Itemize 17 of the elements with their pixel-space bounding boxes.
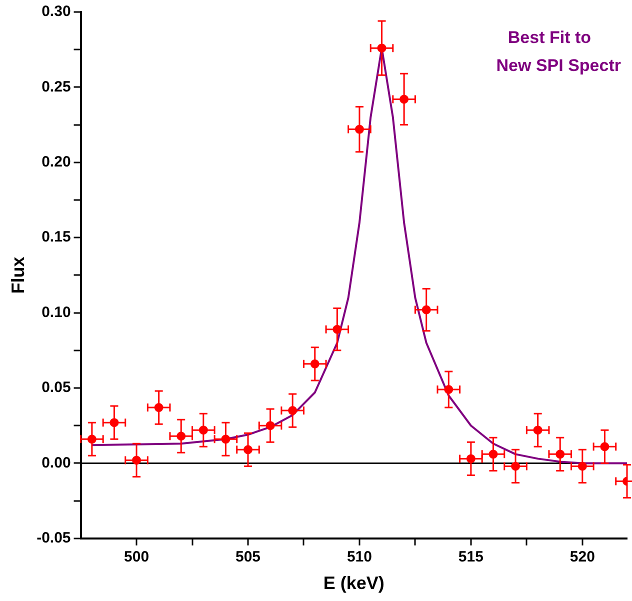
y-tick-label: 0.10 bbox=[42, 304, 71, 321]
x-axis-title: E (keV) bbox=[323, 573, 384, 594]
annotation: New SPI Spectr bbox=[496, 56, 622, 76]
x-tick-label: 520 bbox=[570, 548, 595, 566]
y-axis-title: Flux bbox=[8, 256, 28, 294]
y-tick-label: 0.30 bbox=[42, 3, 71, 20]
y-tick-label: 0.20 bbox=[42, 154, 71, 171]
x-tick-label: 510 bbox=[346, 548, 372, 566]
y-tick-label: 0.15 bbox=[42, 228, 71, 246]
x-tick-label: 500 bbox=[124, 548, 150, 566]
y-tick-label: 0.25 bbox=[42, 78, 71, 96]
y-tick-label: 0.05 bbox=[42, 379, 71, 396]
x-tick-label: 505 bbox=[235, 548, 261, 566]
y-tick-label: -0.05 bbox=[36, 530, 71, 547]
annotation: Best Fit to bbox=[508, 28, 591, 48]
x-tick-label: 515 bbox=[458, 548, 484, 566]
y-tick-label: 0.00 bbox=[42, 454, 71, 472]
